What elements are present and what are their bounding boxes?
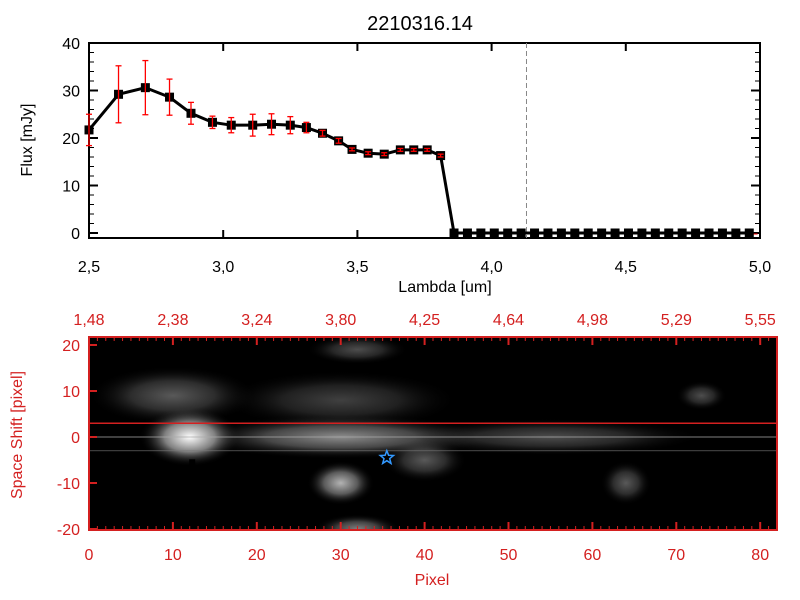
data-point <box>476 228 486 238</box>
error-bar <box>249 113 256 137</box>
top-ylabel: Flux [mJy] <box>19 104 36 177</box>
x-tick-label: 10 <box>164 547 182 564</box>
error-bar <box>365 151 372 156</box>
top-tick-label: 5,29 <box>661 312 692 329</box>
y-tick-label: 0 <box>71 226 80 243</box>
x-tick-label: 20 <box>248 547 266 564</box>
data-point <box>744 228 754 238</box>
bottom-xlabel: Pixel <box>415 572 450 589</box>
x-tick-label: 40 <box>416 547 434 564</box>
data-point <box>704 228 714 238</box>
data-point <box>503 228 513 238</box>
x-tick-label: 3,0 <box>212 259 234 276</box>
data-point <box>637 228 647 238</box>
error-bar <box>115 65 122 124</box>
data-point <box>717 228 727 238</box>
top-tick-label: 4,98 <box>577 312 608 329</box>
error-bar <box>437 153 444 158</box>
error-bar <box>187 101 194 125</box>
y-tick-label: -20 <box>57 522 80 539</box>
error-bar <box>166 78 173 116</box>
emission-blob <box>600 460 652 506</box>
top-tick-label: 4,64 <box>493 312 524 329</box>
error-bar <box>397 147 404 152</box>
top-tick-label: 1,48 <box>73 312 104 329</box>
top-tick-label: 2,38 <box>157 312 188 329</box>
data-point <box>691 228 701 238</box>
data-point <box>597 228 607 238</box>
bottom-ylabel: Space Shift [pixel] <box>9 371 26 499</box>
y-tick-label: 40 <box>62 36 80 53</box>
error-bar <box>303 121 310 134</box>
x-tick-label: 4,0 <box>480 259 502 276</box>
data-point <box>570 228 580 238</box>
error-bar <box>410 147 417 152</box>
emission-blob <box>382 437 467 483</box>
emission-blob <box>307 337 408 365</box>
emission-blob <box>223 370 459 430</box>
data-point <box>650 228 660 238</box>
data-point <box>462 228 472 238</box>
data-point <box>677 228 687 238</box>
y-tick-label: 0 <box>71 430 80 447</box>
top-tick-label: 3,24 <box>241 312 272 329</box>
data-point <box>516 228 526 238</box>
x-tick-label: 30 <box>332 547 350 564</box>
data-point <box>610 228 620 238</box>
x-tick-label: 5,0 <box>749 259 771 276</box>
y-tick-label: 10 <box>62 384 80 401</box>
x-tick-label: 0 <box>85 547 94 564</box>
data-point <box>583 228 593 238</box>
error-bar <box>335 137 342 144</box>
star-icon <box>378 448 396 466</box>
x-tick-label: 80 <box>751 547 769 564</box>
error-bar <box>268 113 275 136</box>
emission-blob <box>307 460 375 506</box>
error-bar <box>424 147 431 152</box>
emission-blob <box>676 380 727 411</box>
error-bar <box>209 115 216 130</box>
dark-pixel <box>189 459 196 466</box>
y-tick-label: 20 <box>62 131 80 148</box>
top-xlabel: Lambda [um] <box>398 279 491 296</box>
data-point <box>556 228 566 238</box>
emission-blob <box>315 514 400 530</box>
x-tick-label: 4,5 <box>615 259 637 276</box>
data-point <box>449 228 459 238</box>
data-point <box>489 228 499 238</box>
y-tick-label: 10 <box>62 179 80 196</box>
top-tick-label: 4,25 <box>409 312 440 329</box>
top-tick-label: 5,55 <box>745 312 776 329</box>
data-point <box>530 228 540 238</box>
data-point <box>664 228 674 238</box>
error-bar <box>349 147 356 152</box>
y-tick-label: 30 <box>62 84 80 101</box>
error-bar <box>287 115 294 135</box>
error-bar <box>142 59 149 116</box>
error-bar <box>381 152 388 157</box>
emission-blob <box>89 366 257 426</box>
x-tick-label: 70 <box>667 547 685 564</box>
data-point <box>543 228 553 238</box>
x-tick-label: 2,5 <box>78 259 100 276</box>
chart-title: 2210316.14 <box>367 13 473 35</box>
y-tick-label: -10 <box>57 476 80 493</box>
top-tick-label: 3,80 <box>325 312 356 329</box>
error-bar <box>86 113 92 147</box>
y-tick-label: 20 <box>62 338 80 355</box>
data-point <box>731 228 741 238</box>
error-bar <box>319 129 326 137</box>
top-plot-frame <box>88 42 761 239</box>
x-tick-label: 60 <box>584 547 602 564</box>
x-tick-label: 50 <box>500 547 518 564</box>
data-point <box>623 228 633 238</box>
heatmap-image <box>89 337 777 530</box>
x-tick-label: 3,5 <box>346 259 368 276</box>
error-bar <box>228 116 235 134</box>
